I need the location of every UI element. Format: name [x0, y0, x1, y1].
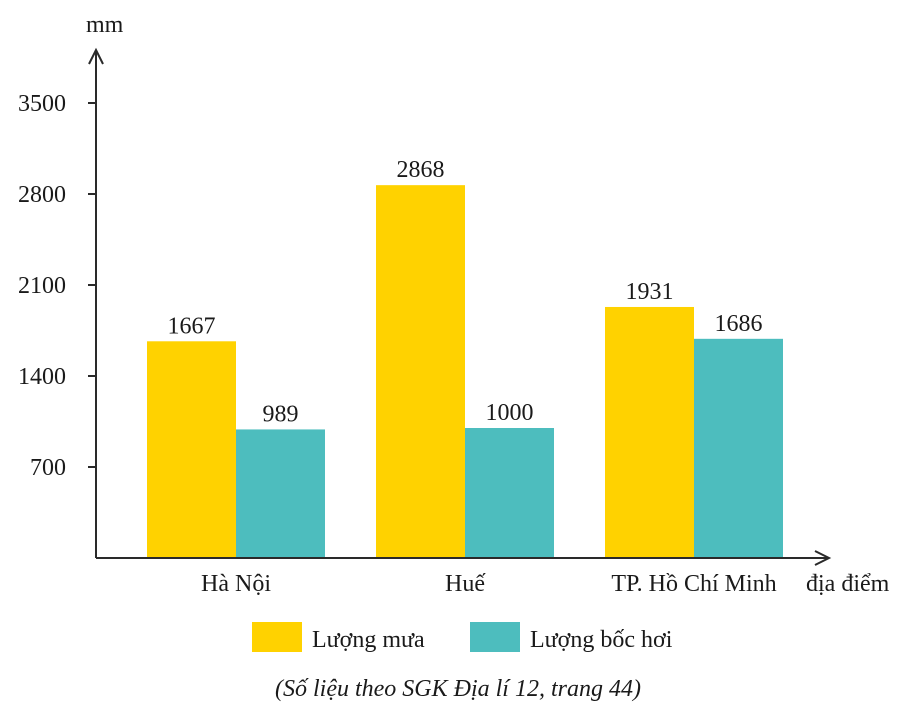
data-label: 989 [263, 401, 299, 427]
bar-evaporation [465, 428, 554, 558]
legend: Lượng mưa Lượng bốc hơi [252, 622, 673, 653]
source-note: (Số liệu theo SGK Địa lí 12, trang 44) [275, 676, 641, 702]
bar-evaporation [236, 429, 325, 558]
y-tick-label: 1400 [18, 364, 66, 390]
x-axis-arrow-icon [814, 550, 832, 566]
data-label: 1667 [168, 313, 216, 339]
legend-swatch-evaporation [470, 622, 520, 652]
y-axis-title: mm [86, 12, 124, 38]
bar-rainfall [605, 306, 694, 558]
x-category-label: TP. Hồ Chí Minh [611, 571, 776, 597]
x-axis-title: địa điểm [806, 571, 890, 597]
y-axis-arrow-icon [88, 47, 104, 65]
legend-label-evaporation: Lượng bốc hơi [530, 627, 673, 653]
bar-rainfall [147, 341, 236, 558]
legend-label-rainfall: Lượng mưa [312, 627, 425, 653]
y-tick-label: 700 [30, 455, 66, 481]
y-tick-label: 3500 [18, 91, 66, 117]
data-labels-layer: 1667 989 2868 1000 1931 1686 [168, 157, 763, 427]
data-label: 1931 [626, 279, 674, 305]
data-label: 1000 [486, 400, 534, 426]
legend-swatch-rainfall [252, 622, 302, 652]
x-category-label: Huế [445, 571, 486, 597]
data-label: 2868 [397, 157, 445, 183]
y-ticks-layer: 700 1400 2100 2800 3500 [18, 91, 96, 481]
bar-rainfall [376, 185, 465, 558]
x-categories-layer: Hà Nội Huế TP. Hồ Chí Minh [201, 571, 777, 597]
y-tick-label: 2800 [18, 182, 66, 208]
bars-layer [147, 185, 783, 558]
data-label: 1686 [715, 311, 763, 337]
y-tick-label: 2100 [18, 273, 66, 299]
bar-evaporation [694, 338, 783, 558]
x-category-label: Hà Nội [201, 571, 271, 597]
